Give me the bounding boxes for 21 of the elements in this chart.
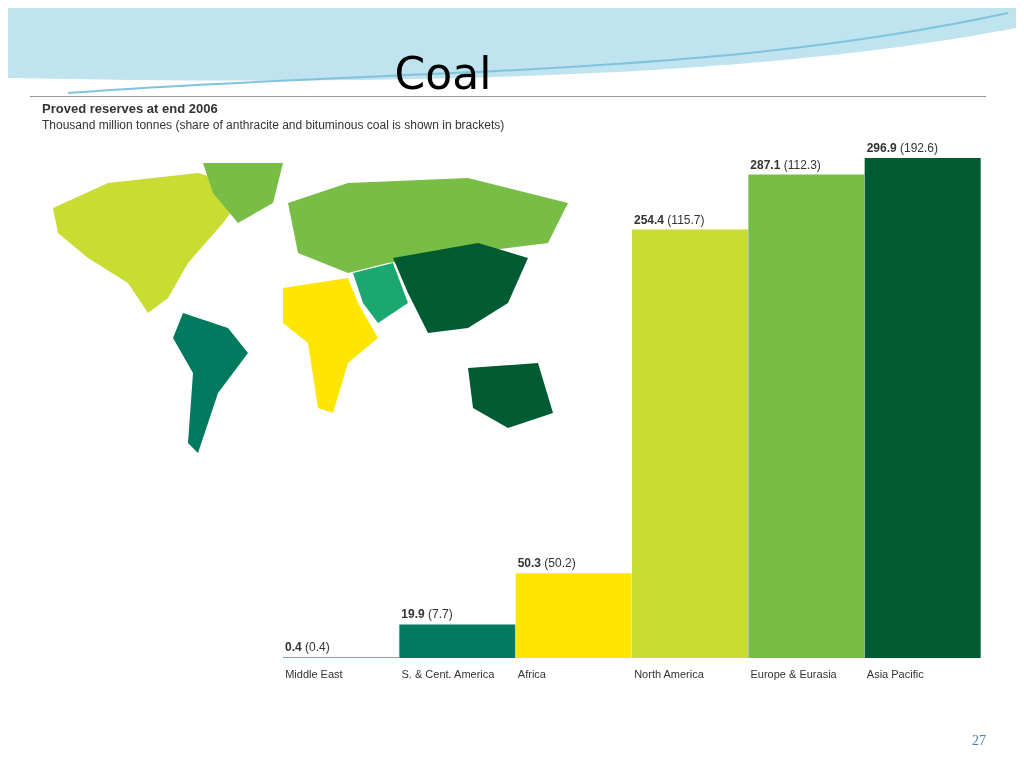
x-tick-label: Africa xyxy=(517,668,547,680)
chart-title: Coal xyxy=(393,48,493,99)
x-tick-label: S. & Cent. America xyxy=(401,668,496,680)
x-tick-label: Asia Pacific xyxy=(866,668,925,680)
data-label: 287.1 (112.3) xyxy=(750,157,821,172)
bar xyxy=(632,229,748,658)
text: Proved reserves at end 2006 xyxy=(42,101,218,116)
bar xyxy=(864,158,981,658)
y-axis-title: Thousand million tonnes (share of anthracite and bituminous coal is shown in brackets) xyxy=(42,118,505,132)
bar xyxy=(748,174,865,658)
data-label: 50.3 (50.2) xyxy=(517,556,576,571)
bar xyxy=(399,624,516,658)
data-label: 19.9 (7.7) xyxy=(401,607,453,622)
x-tick-label: Europe & Eurasia xyxy=(750,668,838,680)
text: 27 xyxy=(972,733,986,749)
bar xyxy=(515,573,632,658)
data-label: 0.4 (0.4) xyxy=(285,640,330,655)
x-tick-label: North America xyxy=(634,668,705,680)
data-label: 254.4 (115.7) xyxy=(634,212,705,227)
data-label: 296.9 (192.6) xyxy=(866,141,939,155)
x-tick-label: Middle East xyxy=(285,668,343,680)
